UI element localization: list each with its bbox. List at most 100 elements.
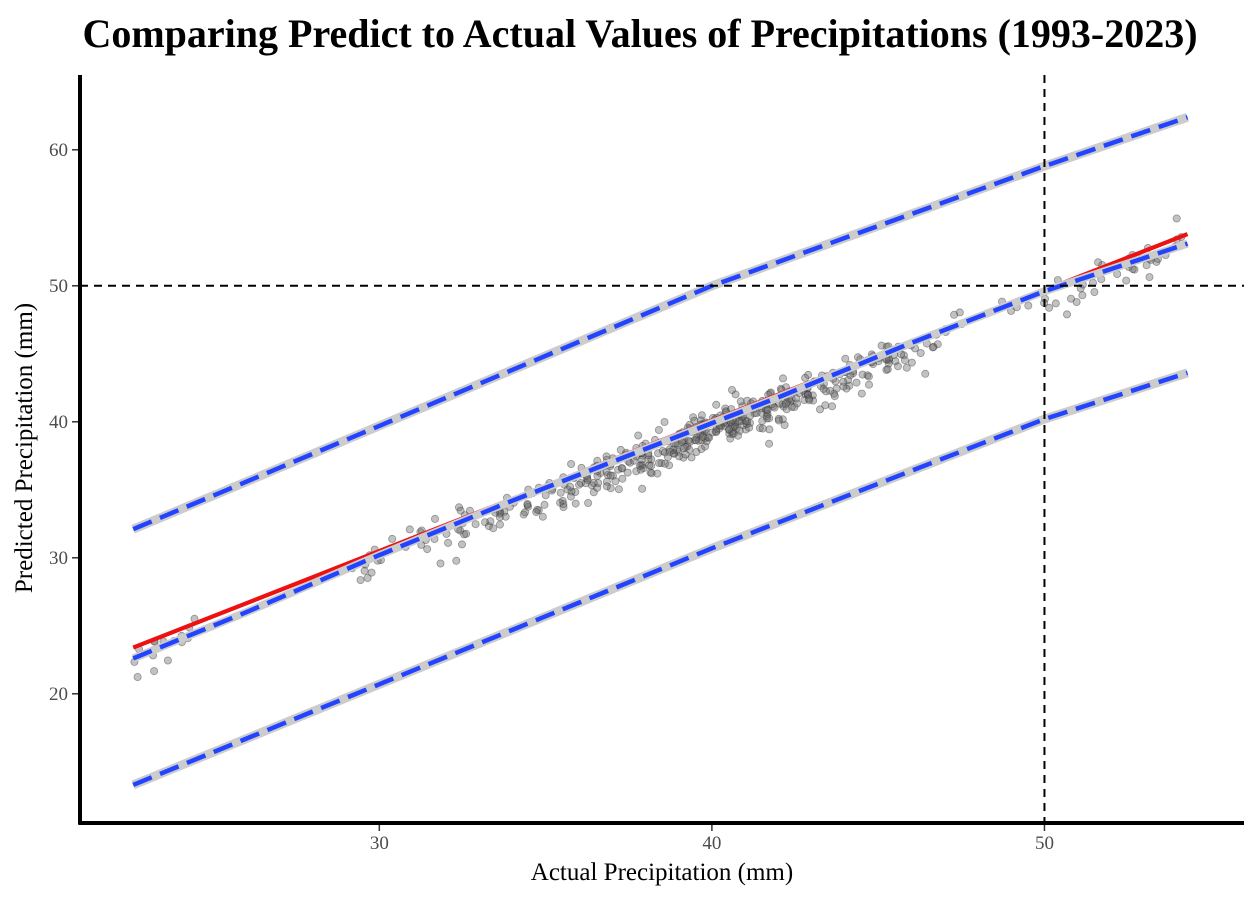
data-point (495, 513, 504, 522)
data-point (778, 400, 787, 409)
data-point (780, 420, 789, 429)
y-tick-label: 20 (49, 684, 68, 705)
y-tick-label: 50 (49, 276, 68, 297)
data-point (842, 384, 851, 393)
data-point (584, 498, 593, 507)
data-point (765, 425, 774, 434)
data-point (674, 447, 683, 456)
data-point (1094, 258, 1103, 267)
data-point (734, 431, 743, 440)
data-point (654, 425, 663, 434)
prediction-band-lower (131, 368, 1189, 790)
data-point (731, 420, 740, 429)
data-point (839, 377, 848, 386)
data-point (801, 373, 810, 382)
data-point (758, 424, 767, 433)
x-tick-label: 50 (1035, 833, 1054, 854)
data-point (1063, 310, 1072, 319)
data-point (1045, 303, 1054, 312)
data-point (679, 453, 688, 462)
data-point (712, 400, 721, 409)
data-point (698, 432, 707, 441)
data-point (606, 471, 615, 480)
data-point (647, 455, 656, 464)
data-point (763, 409, 772, 418)
data-point (456, 526, 465, 535)
data-point (729, 429, 738, 438)
data-point (663, 453, 672, 462)
data-point (692, 436, 701, 445)
data-point (783, 397, 792, 406)
data-point (603, 470, 612, 479)
data-point (614, 485, 623, 494)
data-point (523, 500, 532, 509)
data-point (929, 342, 938, 351)
data-point (762, 411, 771, 420)
data-point (623, 468, 632, 477)
data-point (481, 518, 490, 527)
data-point (745, 423, 754, 432)
data-point (883, 365, 892, 374)
data-point (669, 449, 678, 458)
data-point (774, 416, 783, 425)
data-point (521, 508, 530, 517)
data-point (556, 488, 565, 497)
data-point (594, 479, 603, 488)
data-point (803, 390, 812, 399)
data-point (669, 445, 678, 454)
data-point (741, 416, 750, 425)
data-point (654, 449, 663, 458)
data-point (538, 512, 547, 521)
data-point (758, 417, 767, 426)
data-point (687, 453, 696, 462)
data-point (830, 389, 839, 398)
data-point (1152, 257, 1161, 266)
data-point (660, 459, 669, 468)
x-tick-label: 30 (370, 833, 389, 854)
data-point (654, 459, 663, 468)
data-point (657, 459, 666, 468)
data-point (804, 390, 813, 399)
data-point (501, 512, 510, 521)
data-point (388, 534, 397, 543)
data-point (684, 436, 693, 445)
data-point (950, 310, 959, 319)
data-point (916, 348, 925, 357)
data-point (602, 477, 611, 486)
data-point (728, 427, 737, 436)
data-point (891, 357, 900, 366)
prediction-interval-lower (132, 370, 1189, 787)
data-point (701, 434, 710, 443)
data-point (533, 505, 542, 514)
data-point (647, 461, 656, 470)
data-point (534, 506, 543, 515)
data-point (821, 401, 830, 410)
data-point (360, 566, 369, 575)
data-point (852, 378, 861, 387)
data-point (665, 445, 674, 454)
data-point (637, 460, 646, 469)
data-point (1090, 288, 1099, 297)
data-point (462, 529, 471, 538)
data-point (841, 354, 850, 363)
data-point (681, 443, 690, 452)
data-point (660, 417, 669, 426)
y-tick-label: 30 (49, 548, 68, 569)
data-point (809, 396, 818, 405)
tick-labels: 30 40 50 20 30 40 50 60 (49, 140, 1054, 854)
data-point (830, 392, 839, 401)
data-point (697, 436, 706, 445)
data-point (792, 394, 801, 403)
data-point (712, 428, 721, 437)
data-point (444, 538, 453, 547)
data-point (832, 384, 841, 393)
data-point (673, 445, 682, 454)
data-point (665, 461, 674, 470)
data-point (735, 426, 744, 435)
data-point (692, 433, 701, 442)
data-point (685, 445, 694, 454)
data-point (675, 452, 684, 461)
data-point (559, 502, 568, 511)
data-point (556, 498, 565, 507)
data-point (460, 530, 469, 539)
